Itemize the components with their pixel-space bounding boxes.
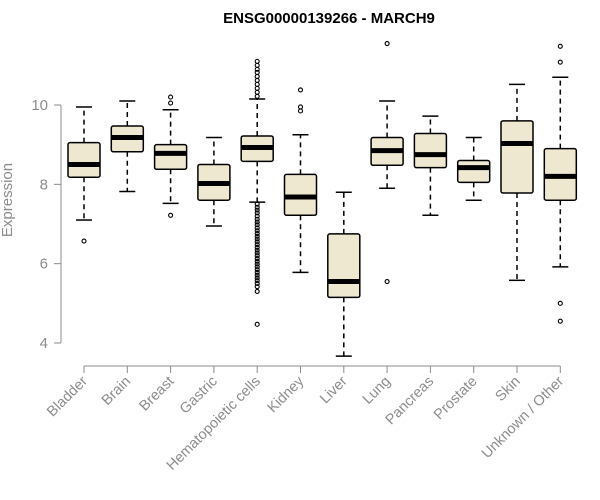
outlier-point: [254, 216, 260, 222]
chart-title: ENSG00000139266 - MARCH9: [223, 10, 435, 27]
outlier-point: [254, 275, 260, 281]
outlier-point: [297, 108, 304, 114]
outlier-point: [254, 233, 260, 239]
outlier-point: [254, 236, 260, 242]
outlier-point: [557, 59, 563, 65]
outlier-point: [254, 272, 260, 278]
outlier-point: [254, 204, 260, 210]
box-group: [67, 106, 101, 244]
box: [327, 233, 361, 299]
outlier-point: [384, 40, 390, 47]
box-group: [240, 58, 274, 327]
outlier-point: [254, 239, 260, 245]
outlier-point: [557, 318, 563, 324]
outlier-point: [297, 87, 304, 93]
outlier-point: [254, 62, 260, 68]
box-group: [456, 136, 491, 201]
y-axis-label: Expression: [0, 163, 16, 237]
outlier-point: [254, 201, 260, 207]
outlier-point: [81, 238, 87, 244]
box-group: [110, 100, 145, 193]
x-tick-label: Lung: [360, 374, 394, 408]
box: [456, 159, 491, 184]
outlier-point: [254, 85, 260, 91]
y-axis: 4 6 8 10: [31, 97, 62, 352]
outlier-point: [254, 253, 260, 259]
plot-area: [67, 40, 578, 357]
box-group: [197, 136, 231, 227]
outlier-point: [254, 321, 260, 327]
outlier-point: [254, 93, 260, 99]
outlier-point: [254, 247, 260, 253]
outlier-point: [557, 300, 563, 306]
y-tick-label: 6: [40, 256, 48, 273]
outlier-point: [557, 43, 563, 49]
x-tick-label: Prostate: [431, 374, 480, 423]
box-group: [327, 191, 361, 357]
outlier-point: [254, 288, 260, 294]
outlier-point: [254, 244, 260, 250]
outlier-point: [254, 258, 260, 264]
x-tick-label: Kidney: [265, 373, 308, 416]
outlier-point: [297, 104, 304, 110]
y-tick-label: 10: [31, 97, 48, 114]
outlier-point: [254, 207, 260, 213]
x-tick-label: Breast: [136, 374, 177, 415]
outlier-point: [254, 225, 260, 231]
outlier-point: [254, 58, 260, 64]
outlier-point: [384, 278, 390, 285]
outlier-point: [254, 73, 260, 79]
box: [153, 143, 188, 171]
outlier-point: [254, 267, 260, 273]
outlier-point: [254, 284, 260, 290]
outlier-point: [254, 69, 260, 76]
x-tick-label: Brain: [99, 374, 134, 409]
outlier-point: [168, 94, 174, 100]
box-group: [413, 115, 448, 217]
outlier-point: [254, 89, 260, 95]
box-group: [370, 40, 404, 285]
outlier-point: [168, 100, 174, 106]
y-tick-label: 4: [40, 335, 48, 352]
outlier-point: [254, 261, 260, 267]
y-tick-label: 8: [40, 176, 48, 193]
x-tick-label: Unknown / Other: [479, 373, 567, 461]
x-tick-label: Liver: [317, 373, 351, 407]
outlier-point: [254, 230, 260, 237]
box: [500, 120, 534, 194]
box: [67, 141, 101, 178]
outlier-point: [254, 228, 260, 234]
outlier-point: [254, 81, 260, 87]
outlier-point: [254, 278, 260, 284]
outlier-point: [254, 222, 260, 228]
box-group: [500, 83, 534, 282]
outlier-point: [254, 219, 260, 225]
outlier-point: [254, 210, 260, 216]
x-tick-label: Bladder: [44, 373, 91, 420]
outlier-point: [254, 250, 260, 256]
outlier-point: [254, 280, 260, 287]
box-group: [543, 43, 578, 324]
outlier-point: [254, 213, 260, 219]
outlier-point: [254, 242, 260, 248]
outlier-point: [168, 212, 174, 218]
outlier-point: [254, 269, 260, 275]
box: [413, 132, 448, 169]
outlier-point: [254, 77, 260, 83]
box-group: [283, 87, 318, 274]
box-group: [153, 94, 188, 218]
outlier-point: [254, 255, 260, 262]
outlier-point: [254, 264, 260, 270]
x-tick-label: Skin: [493, 374, 524, 405]
